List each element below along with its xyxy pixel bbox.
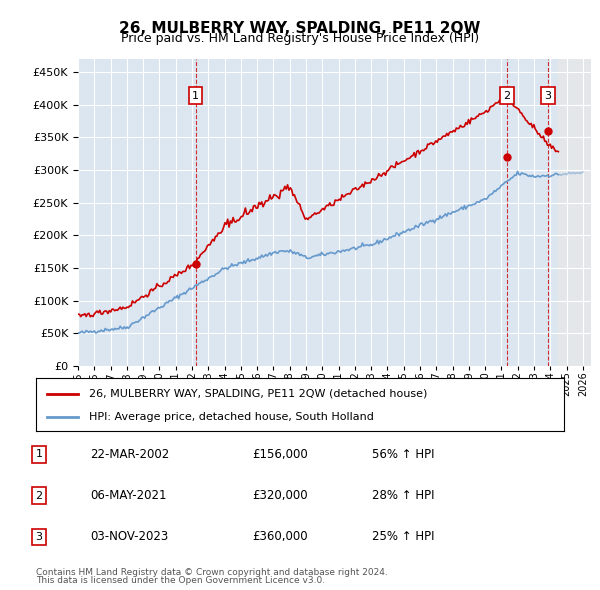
Text: 3: 3 xyxy=(544,91,551,101)
Text: 06-MAY-2021: 06-MAY-2021 xyxy=(90,489,167,502)
Text: 25% ↑ HPI: 25% ↑ HPI xyxy=(372,530,434,543)
Text: 26, MULBERRY WAY, SPALDING, PE11 2QW (detached house): 26, MULBERRY WAY, SPALDING, PE11 2QW (de… xyxy=(89,389,427,398)
Text: 2: 2 xyxy=(35,491,43,500)
Bar xyxy=(559,59,599,366)
Text: HPI: Average price, detached house, South Holland: HPI: Average price, detached house, Sout… xyxy=(89,412,374,422)
Text: 28% ↑ HPI: 28% ↑ HPI xyxy=(372,489,434,502)
Text: 1: 1 xyxy=(192,91,199,101)
Text: Price paid vs. HM Land Registry's House Price Index (HPI): Price paid vs. HM Land Registry's House … xyxy=(121,32,479,45)
Text: £360,000: £360,000 xyxy=(252,530,308,543)
Text: 26, MULBERRY WAY, SPALDING, PE11 2QW: 26, MULBERRY WAY, SPALDING, PE11 2QW xyxy=(119,21,481,35)
Text: £156,000: £156,000 xyxy=(252,448,308,461)
Text: 03-NOV-2023: 03-NOV-2023 xyxy=(90,530,168,543)
Text: 22-MAR-2002: 22-MAR-2002 xyxy=(90,448,169,461)
Text: 3: 3 xyxy=(35,532,43,542)
Text: Contains HM Land Registry data © Crown copyright and database right 2024.: Contains HM Land Registry data © Crown c… xyxy=(36,568,388,577)
Text: 2: 2 xyxy=(503,91,511,101)
Text: 56% ↑ HPI: 56% ↑ HPI xyxy=(372,448,434,461)
Text: £320,000: £320,000 xyxy=(252,489,308,502)
Text: This data is licensed under the Open Government Licence v3.0.: This data is licensed under the Open Gov… xyxy=(36,576,325,585)
Text: 1: 1 xyxy=(35,450,43,459)
